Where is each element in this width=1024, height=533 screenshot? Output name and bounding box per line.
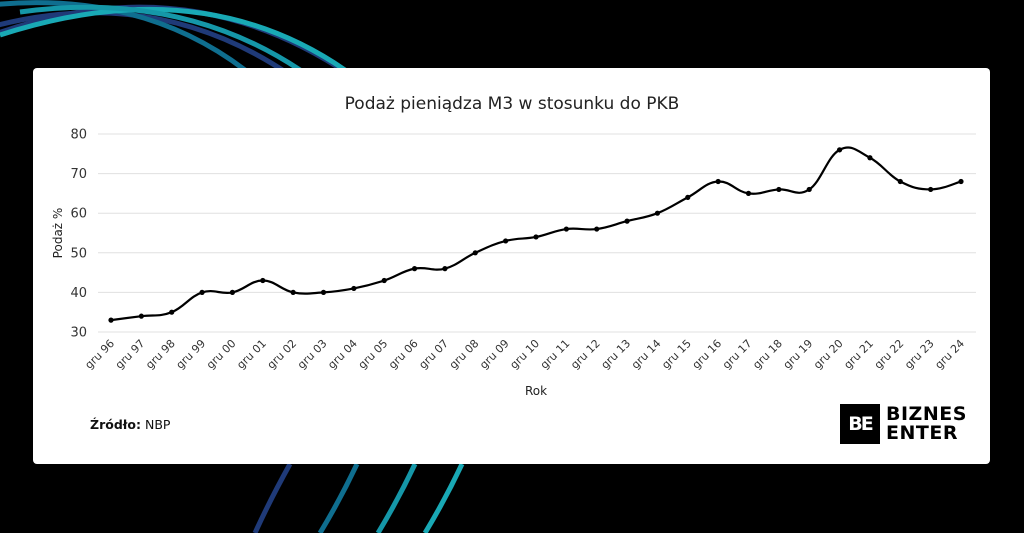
x-tick-label: gru 22	[872, 337, 907, 372]
y-tick-label: 40	[70, 286, 87, 301]
x-tick-label: gru 03	[295, 337, 330, 372]
data-point	[503, 238, 509, 244]
x-tick-label: gru 24	[932, 337, 967, 372]
x-tick-label: gru 17	[720, 337, 755, 372]
x-tick-label: gru 01	[234, 337, 269, 372]
x-tick-label: gru 97	[113, 337, 148, 372]
data-point	[351, 285, 357, 292]
x-tick-label: gru 99	[174, 337, 209, 372]
source-note: Źródło: NBP	[90, 417, 170, 432]
chart-title: Podaż pieniądza M3 w stosunku do PKB	[344, 94, 680, 114]
data-point	[472, 250, 478, 256]
y-tick-label: 80	[70, 128, 87, 143]
y-tick-label: 30	[70, 326, 87, 341]
data-point	[260, 277, 266, 284]
data-point	[229, 289, 236, 295]
logo-wordmark: BIZNES ENTER	[886, 405, 967, 443]
x-tick-label: gru 11	[538, 337, 573, 372]
data-point	[745, 190, 752, 196]
x-tick-label: gru 12	[568, 337, 603, 372]
brand-logo: BE BIZNES ENTER	[840, 404, 967, 444]
data-point	[867, 155, 873, 161]
x-axis-label: Rok	[525, 384, 547, 398]
data-point	[776, 186, 782, 193]
logo-line-1: BIZNES	[886, 403, 967, 425]
data-point	[624, 218, 630, 224]
data-point	[715, 178, 721, 185]
y-axis-label: Podaż %	[51, 208, 65, 259]
x-tick-label: gru 13	[599, 337, 634, 372]
data-point	[199, 289, 205, 295]
x-tick-label: gru 07	[416, 337, 451, 372]
gridlines	[98, 133, 976, 333]
y-axis-ticks: 30 40 50 60 70 80	[70, 128, 87, 341]
y-tick-label: 50	[70, 246, 87, 261]
source-label: Źródło:	[90, 417, 141, 432]
data-point	[169, 309, 175, 315]
x-tick-label: gru 16	[690, 337, 725, 372]
x-tick-label: gru 00	[204, 337, 239, 372]
data-point	[806, 186, 812, 193]
x-tick-label: gru 04	[325, 337, 360, 372]
y-tick-label: 70	[70, 167, 87, 182]
logo-line-2: ENTER	[886, 422, 958, 444]
logo-mark: BE	[840, 404, 880, 444]
source-value: NBP	[144, 417, 171, 432]
data-point	[563, 226, 569, 232]
data-point	[897, 178, 903, 185]
data-point	[533, 234, 539, 240]
data-point	[381, 277, 387, 284]
data-point	[836, 147, 843, 153]
x-tick-label: gru 19	[781, 337, 816, 372]
data-point	[108, 317, 114, 323]
data-point	[411, 266, 418, 272]
data-point	[928, 186, 934, 193]
x-tick-label: gru 14	[629, 337, 664, 372]
data-point	[654, 210, 661, 216]
x-tick-label: gru 05	[356, 337, 391, 372]
x-tick-label: gru 96	[82, 337, 117, 372]
x-tick-label: gru 02	[265, 337, 300, 372]
x-tick-label: gru 20	[811, 337, 846, 372]
x-tick-label: gru 23	[902, 337, 937, 372]
x-tick-label: gru 09	[477, 337, 512, 372]
x-tick-label: gru 15	[659, 337, 694, 372]
data-point	[320, 289, 327, 295]
data-point	[290, 289, 296, 295]
x-tick-label: gru 10	[507, 337, 542, 372]
data-point	[685, 194, 691, 200]
x-tick-label: gru 18	[750, 337, 785, 372]
x-tick-label: gru 06	[386, 337, 421, 372]
data-point	[138, 313, 144, 319]
data-points	[108, 147, 964, 323]
x-tick-label: gru 98	[143, 337, 178, 372]
x-tick-label: gru 08	[447, 337, 482, 372]
y-tick-label: 60	[70, 207, 87, 222]
data-point	[442, 266, 448, 272]
x-tick-label: gru 21	[841, 337, 876, 372]
data-point	[958, 178, 964, 185]
data-point	[594, 226, 600, 232]
